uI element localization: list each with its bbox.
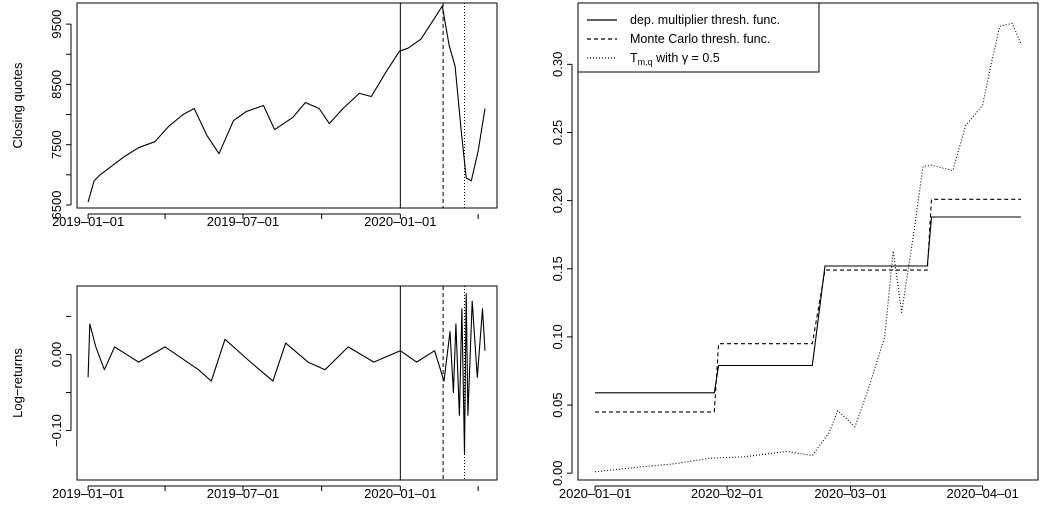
y-tick-label: 0.15 [550,256,565,281]
y-tick-label: 0.30 [550,52,565,77]
legend-t-rest: with γ = 0.5 [653,51,720,65]
x-tick-label: 2020–02–01 [691,486,763,501]
x-tick-label: 2020–03–01 [814,486,886,501]
plot-frame [577,2,1039,481]
legend-box [577,2,820,73]
y-tick-label: 0.00 [49,342,64,367]
y-tick-label: 7500 [49,130,64,159]
legend-t-subscript: m,q [638,57,653,67]
x-tick-label: 2019–07–01 [207,214,279,229]
y-tick-label: 6500 [49,191,64,220]
plot-frame [76,285,498,481]
x-tick-label: 2019–07–01 [207,486,279,501]
x-tick-label: 2019–01–01 [52,486,124,501]
closing-quotes-panel: 2019–01–01 2019–07–01 2020–01–01 6500 7500 85… [10,2,498,229]
series-line-dashed [595,198,1021,413]
legend-item-monte-carlo: Monte Carlo thresh. func. [630,32,770,46]
x-tick-label: 2019–01–01 [52,214,124,229]
y-tick-label: 0.00 [550,461,565,486]
legend: dep. multiplier thresh. func. Monte Carl… [577,2,820,73]
legend-t-main: T [630,51,638,65]
series-line-solid [595,216,1021,394]
y-axis-label: Closing quotes [10,62,25,148]
x-tick-label: 2020–01–01 [364,486,436,501]
y-tick-label: 9500 [49,10,64,39]
y-tick-label: −0.10 [49,414,64,447]
x-tick-label: 2020–01–01 [364,214,436,229]
log-returns-panel: 2019–01–01 2019–07–01 2020–01–01 0.00 −0.10 L… [10,285,498,501]
threshold-functions-panel: 2020–01–01 2020–02–01 2020–03–01 2020–04–01… [550,2,1039,501]
series-line [87,5,486,203]
y-tick-label: 0.10 [550,324,565,349]
y-axis-label: Log−returns [10,348,25,418]
series-line [87,293,486,454]
x-tick-label: 2020–01–01 [559,486,631,501]
plot-frame [76,2,498,209]
legend-item-dep-multiplier: dep. multiplier thresh. func. [630,13,780,27]
series-line-dotted [594,22,1022,473]
y-tick-label: 0.05 [550,392,565,417]
y-tick-label: 8500 [49,70,64,99]
legend-item-t-statistic: Tm,q with γ = 0.5 [630,51,720,67]
y-tick-label: 0.20 [550,188,565,213]
y-tick-label: 0.25 [550,120,565,145]
x-tick-label: 2020–04–01 [946,486,1018,501]
